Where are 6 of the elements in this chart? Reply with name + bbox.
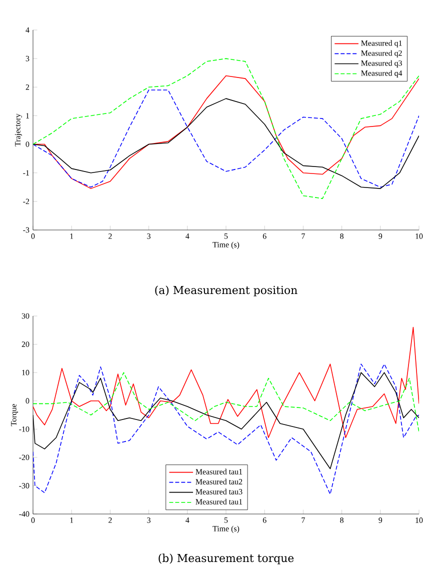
line-series — [33, 372, 420, 432]
line-series — [33, 58, 420, 199]
line-series — [33, 364, 420, 495]
text: (a) Measurement position — [155, 286, 298, 296]
line-series — [33, 326, 420, 438]
text: (b) Measurement torque — [158, 554, 294, 564]
